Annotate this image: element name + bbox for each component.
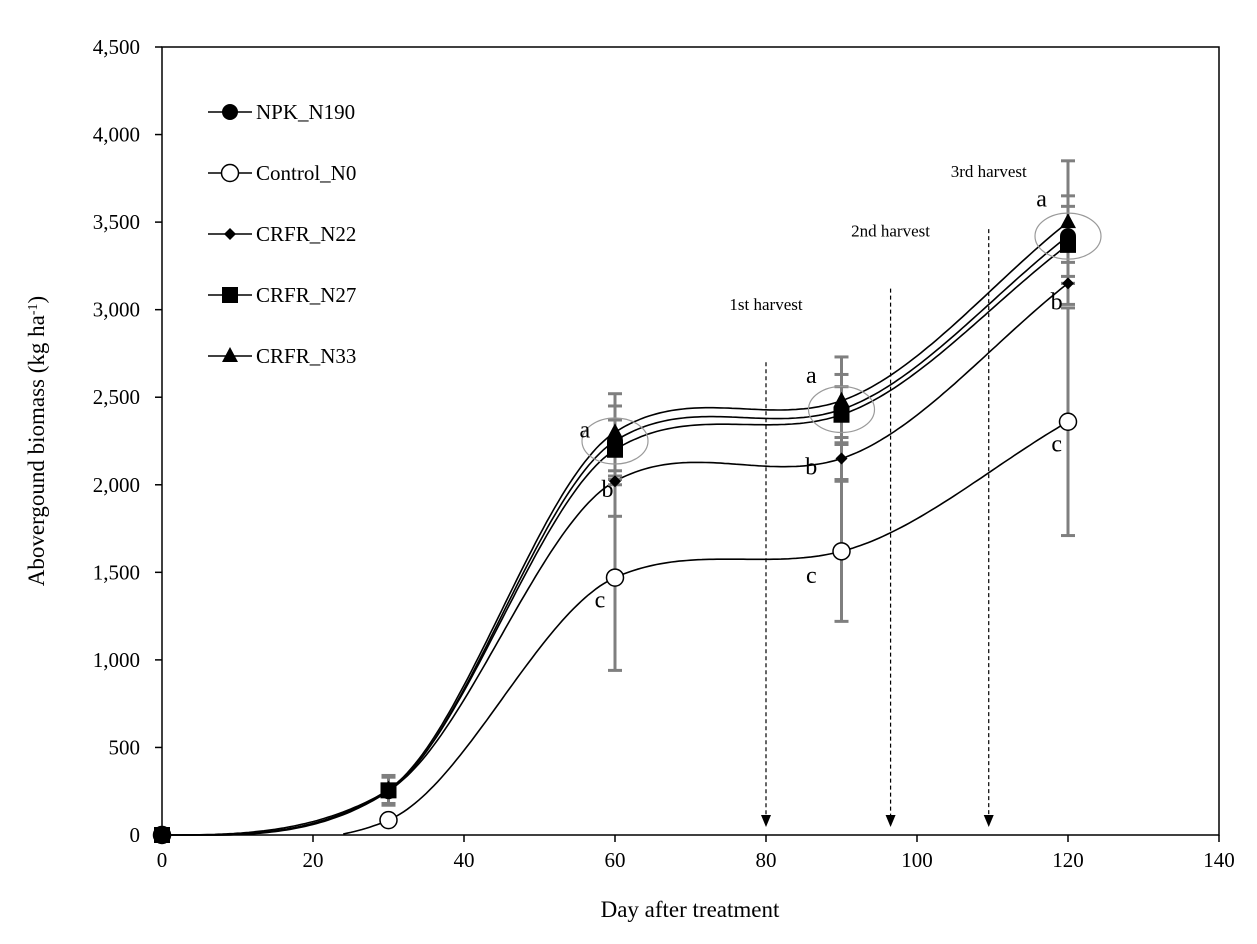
harvest-arrowhead (983, 815, 994, 827)
significance-letter: c (806, 563, 817, 589)
x-tick-label: 0 (157, 848, 168, 872)
y-axis-title-sup: -1 (26, 303, 41, 315)
significance-letter: b (805, 454, 817, 480)
harvest-label: 1st harvest (729, 295, 802, 314)
legend-label: CRFR_N33 (256, 344, 356, 368)
plot-area-frame (161, 46, 1220, 836)
y-axis-title: Abovergound biomass (kg ha-1) (24, 296, 49, 586)
harvest-arrowhead (761, 815, 771, 827)
group-highlight-ellipse (807, 385, 876, 434)
x-tick-label: 20 (303, 848, 324, 872)
group-highlight-ellipse (1034, 212, 1102, 260)
x-tick-label: 100 (901, 848, 933, 872)
y-tick-label: 4,500 (93, 35, 140, 59)
data-point-crfr_n33 (154, 826, 170, 841)
data-point-crfr_n27 (1060, 236, 1076, 253)
legend-marker (224, 228, 236, 240)
legend-marker (222, 104, 238, 120)
data-point-crfr_n33 (1060, 213, 1076, 229)
y-tick-label: 0 (130, 823, 141, 847)
significance-letters: a b c a b c a b c (579, 186, 1062, 613)
y-tick-label: 3,000 (93, 298, 140, 322)
significance-letter: a (806, 363, 817, 389)
legend-marker (222, 347, 238, 362)
y-tick-label: 500 (109, 735, 141, 759)
significance-letter: b (601, 477, 613, 503)
x-tick-label: 80 (756, 848, 777, 872)
significance-letter: b (1051, 290, 1063, 316)
y-axis-title-close: ) (24, 296, 49, 304)
data-point-control_n0 (379, 810, 398, 830)
harvest-markers: 1st harvest 2nd harvest 3rd harvest (729, 162, 1027, 827)
harvest-label: 3rd harvest (951, 162, 1027, 181)
significance-letter: c (1051, 432, 1062, 458)
data-point-control_n0 (605, 568, 625, 587)
data-point-crfr_n33 (607, 423, 623, 439)
legend-label: NPK_N190 (256, 100, 355, 124)
y-tick-label: 2,500 (93, 385, 140, 409)
data-point-control_n0 (1058, 412, 1078, 431)
data-points (152, 213, 1078, 845)
y-tick-label: 1,500 (93, 560, 140, 584)
data-point-crfr_n22 (835, 452, 848, 465)
significance-letter: a (1036, 186, 1047, 212)
legend-label: CRFR_N27 (256, 283, 356, 307)
group-highlight-ellipse (581, 417, 649, 465)
x-tick-label: 120 (1052, 848, 1084, 872)
data-point-crfr_n22 (1062, 277, 1074, 290)
highlight-circles (581, 212, 1102, 465)
y-tick-label: 2,000 (93, 473, 140, 497)
series-line-control_n0 (343, 421, 1069, 835)
significance-letter: a (579, 417, 590, 443)
x-axis-title: Day after treatment (601, 897, 780, 922)
significance-letter: c (595, 587, 606, 613)
data-point-control_n0 (832, 542, 851, 561)
legend-label: Control_N0 (256, 161, 356, 185)
x-tick-label: 60 (605, 848, 626, 872)
data-point-crfr_n27 (833, 406, 850, 423)
y-tick-label: 3,500 (93, 210, 140, 234)
axes: 0 20 40 60 80 100 120 140 0 500 1,000 1,500 2,000 2,5… (93, 35, 1235, 872)
data-point-crfr_n27 (607, 441, 623, 458)
harvest-label: 2nd harvest (851, 222, 930, 241)
legend-marker (220, 163, 240, 183)
x-tick-label: 140 (1203, 848, 1235, 872)
y-tick-label: 1,000 (93, 648, 140, 672)
legend-label: CRFR_N22 (256, 222, 356, 246)
x-tick-label: 40 (454, 848, 475, 872)
legend: NPK_N190 Control_N0 CRFR_N22 CRFR_N27 CRFR_N… (208, 100, 356, 368)
data-point-crfr_n33 (833, 391, 850, 407)
data-point-crfr_n22 (609, 475, 621, 488)
data-point-crfr_n33 (380, 780, 397, 796)
y-tick-label: 4,000 (93, 123, 140, 147)
harvest-arrowhead (885, 815, 896, 827)
y-axis-title-main: Abovergound biomass (kg ha (24, 315, 49, 586)
legend-marker (222, 287, 238, 303)
